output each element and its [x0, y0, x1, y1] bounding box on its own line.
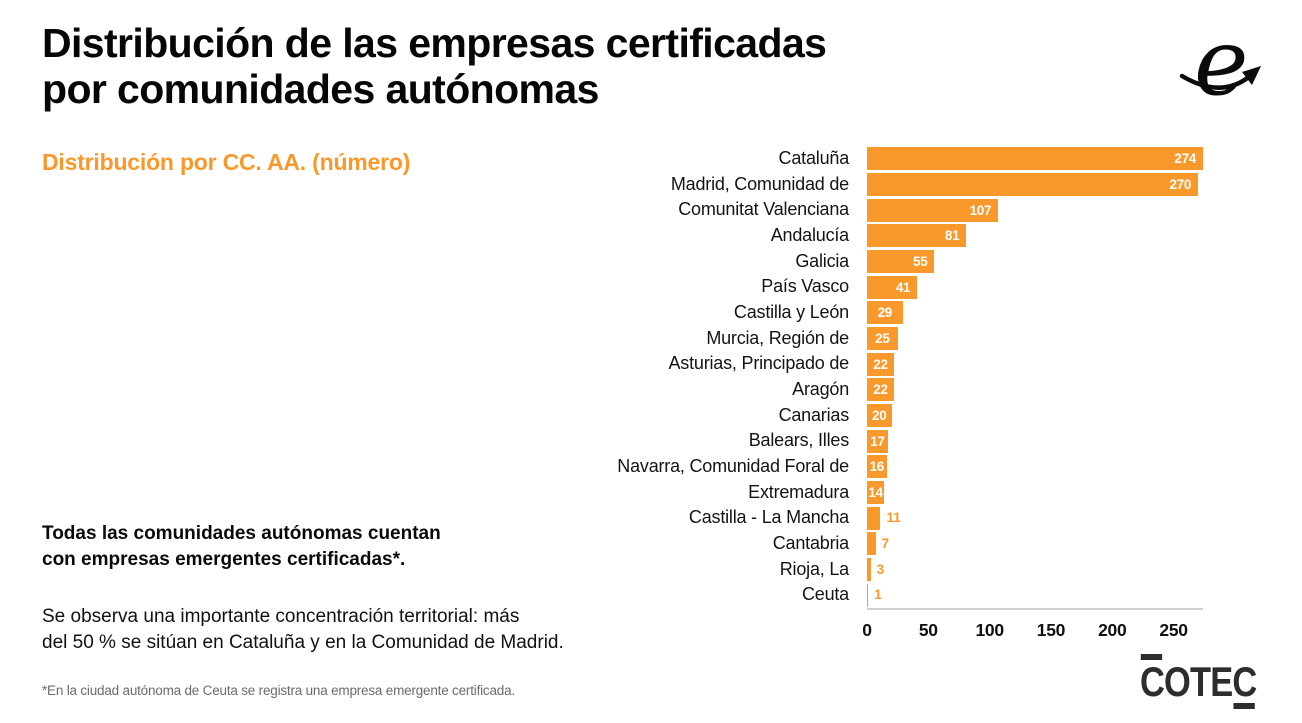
value-label: 25 [875, 330, 890, 346]
value-label: 16 [869, 459, 885, 475]
bar-row: Aragón 22 [559, 377, 1302, 403]
script-e-logo-icon: e [1179, 14, 1261, 116]
bar: 270 [867, 172, 1199, 196]
value-label: 41 [895, 279, 911, 295]
script-e-glyph: e [1194, 14, 1248, 116]
value-label: 107 [969, 202, 992, 218]
bar-row: Castilla y León 29 [559, 300, 1302, 326]
bar [867, 532, 876, 556]
value-label: 17 [870, 433, 885, 449]
value-label: 7 [881, 536, 890, 551]
category-label: País Vasco [761, 276, 849, 297]
bar-row: Galicia 55 [559, 249, 1302, 275]
bar: 22 [867, 352, 894, 376]
x-axis-tick-label: 250 [1159, 620, 1188, 640]
page-title-line1: Distribución de las empresas certificada… [42, 20, 827, 66]
bar-row: Rioja, La 3 [559, 557, 1302, 583]
category-label: Andalucía [770, 225, 849, 245]
bar-row: Comunitat Valenciana 107 [559, 197, 1302, 223]
arrow-tail [1179, 73, 1253, 90]
category-label: Comunitat Valenciana [678, 199, 849, 220]
bar: 22 [867, 378, 894, 402]
bar: 81 [867, 224, 967, 248]
bar: 55 [867, 249, 935, 273]
category-label: Rioja, La [779, 558, 849, 579]
cotec-letter-first: C [1140, 654, 1165, 705]
bar-row: Cataluña 274 [559, 146, 1302, 172]
bar-row: Andalucía 81 [559, 223, 1302, 249]
category-label: Castilla - La Mancha [688, 507, 849, 528]
bar: 25 [867, 326, 898, 350]
bar-row: Balears, Illes 17 [559, 428, 1302, 454]
bar [867, 558, 871, 581]
cotec-letter-last: C [1232, 658, 1257, 709]
value-label: 1 [874, 587, 882, 603]
x-axis-tick-label: 50 [918, 620, 938, 640]
x-axis-tick-label: 200 [1098, 620, 1127, 640]
category-label: Murcia, Región de [706, 327, 849, 348]
note-bold: Todas las comunidades autónomas cuentan … [42, 523, 441, 570]
category-label: Aragón [792, 379, 849, 399]
value-label: 29 [877, 305, 893, 321]
bar-row: Ceuta 1 [559, 582, 1302, 608]
category-label: Galicia [795, 250, 849, 271]
value-label: 55 [913, 253, 928, 269]
bar-row: Extremadura 14 [559, 480, 1302, 506]
value-label: 270 [1169, 176, 1192, 192]
bar-row: Canarias 20 [559, 403, 1302, 429]
bar [867, 506, 881, 530]
bar: 17 [867, 429, 888, 453]
footnote: *En la ciudad autónoma de Ceuta se regis… [42, 683, 515, 698]
category-label: Balears, Illes [748, 430, 849, 451]
bar: 107 [867, 198, 999, 222]
category-label: Canarias [778, 404, 850, 425]
value-label: 274 [1174, 151, 1196, 167]
x-axis-line [867, 608, 1203, 610]
bar [867, 583, 869, 607]
value-label: 20 [872, 407, 887, 423]
bar-row: Madrid, Comunidad de 270 [559, 172, 1302, 198]
category-label: Madrid, Comunidad de [670, 173, 849, 194]
value-label: 11 [886, 510, 901, 526]
bar-row: Castilla - La Mancha 11 [559, 505, 1302, 531]
arrow-head-icon [1242, 66, 1261, 85]
bar: 20 [867, 403, 892, 427]
bar-row: Murcia, Región de 25 [559, 326, 1302, 352]
value-label: 3 [876, 561, 885, 577]
bar: 274 [867, 147, 1203, 171]
bar-chart: Cataluña 274 Madrid, Comunidad de 270 Comuni… [559, 146, 1302, 656]
value-label: 14 [868, 484, 883, 500]
category-label: Ceuta [801, 584, 849, 605]
category-label: Cantabria [772, 533, 849, 553]
bar: 14 [867, 480, 885, 504]
cotec-letters-middle: OTE [1164, 658, 1233, 705]
page-title: Distribución de las empresas certificada… [42, 20, 827, 112]
category-label: Cataluña [778, 148, 850, 168]
category-label: Castilla y León [733, 302, 849, 322]
note-regular: Se observa una importante concentración … [42, 606, 564, 653]
value-label: 81 [944, 228, 960, 244]
bar-row: Navarra, Comunidad Foral de 16 [559, 454, 1302, 480]
page-title-line2: por comunidades autónomas [42, 66, 599, 112]
category-label: Asturias, Principado de [668, 353, 850, 374]
x-axis-tick-label: 100 [975, 620, 1004, 640]
category-label: Navarra, Comunidad Foral de [617, 456, 849, 476]
bar-row: País Vasco 41 [559, 274, 1302, 300]
bar: 16 [867, 455, 887, 479]
x-axis-tick-label: 0 [862, 620, 872, 640]
category-label: Extremadura [748, 481, 849, 502]
value-label: 22 [873, 356, 888, 372]
x-axis-tick-label: 150 [1036, 620, 1066, 640]
bar: 29 [867, 301, 903, 325]
bar: 41 [867, 275, 918, 299]
cotec-logo: C OTE C [1140, 654, 1257, 709]
bar-row: Cantabria 7 [559, 531, 1302, 557]
chart-subtitle: Distribución por CC. AA. (número) [42, 149, 411, 175]
value-label: 22 [873, 382, 888, 398]
bar-row: Asturias, Principado de 22 [559, 351, 1302, 377]
